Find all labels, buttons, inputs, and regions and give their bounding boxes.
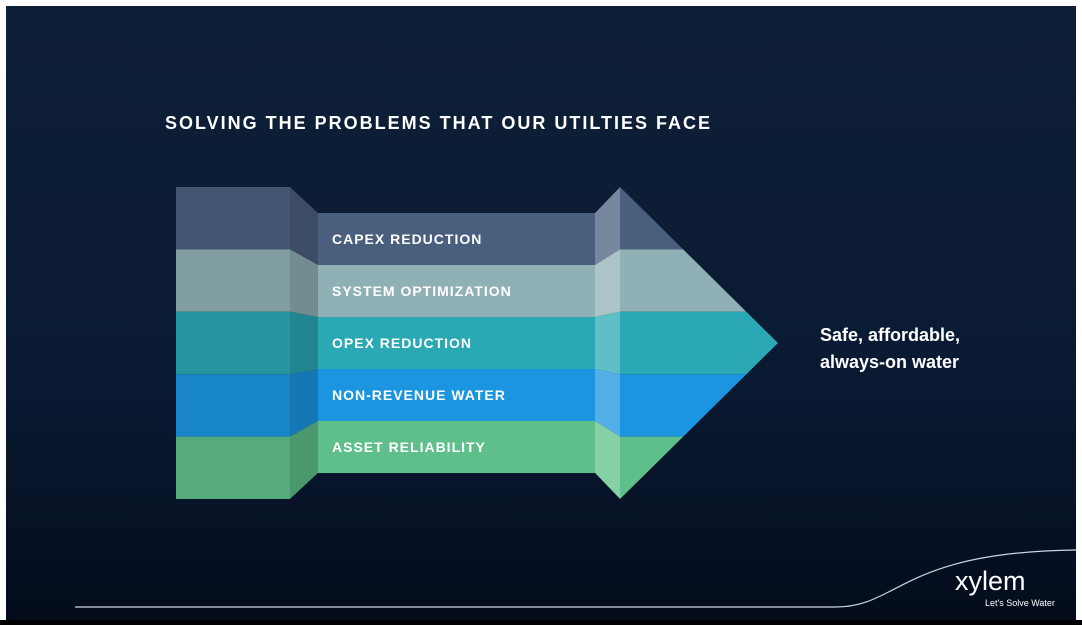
- layer-label: OPEX REDUCTION: [332, 335, 472, 351]
- slide: SOLVING THE PROBLEMS THAT OUR UTILTIES F…: [0, 0, 1082, 620]
- layer-shade: [176, 312, 290, 374]
- layer-shade: [176, 249, 290, 311]
- layer-shade: [176, 437, 290, 499]
- layer-shade: [176, 374, 290, 436]
- layer-fold: [595, 312, 620, 374]
- outcome-line: Safe, affordable,: [820, 325, 960, 345]
- layer-label: SYSTEM OPTIMIZATION: [332, 283, 512, 299]
- page: {"title": "SOLVING THE PROBLEMS THAT OUR…: [0, 0, 1082, 620]
- layer-label: CAPEX REDUCTION: [332, 231, 482, 247]
- layer-label: NON-REVENUE WATER: [332, 387, 506, 403]
- slide-title: SOLVING THE PROBLEMS THAT OUR UTILTIES F…: [165, 113, 712, 133]
- layer-fold: [290, 312, 318, 374]
- layer-label: ASSET RELIABILITY: [332, 439, 486, 455]
- logo-wordmark: xylem: [955, 566, 1026, 596]
- logo-tagline: Let's Solve Water: [985, 598, 1055, 608]
- outcome-line: always-on water: [820, 352, 959, 372]
- layer-shade: [176, 187, 290, 249]
